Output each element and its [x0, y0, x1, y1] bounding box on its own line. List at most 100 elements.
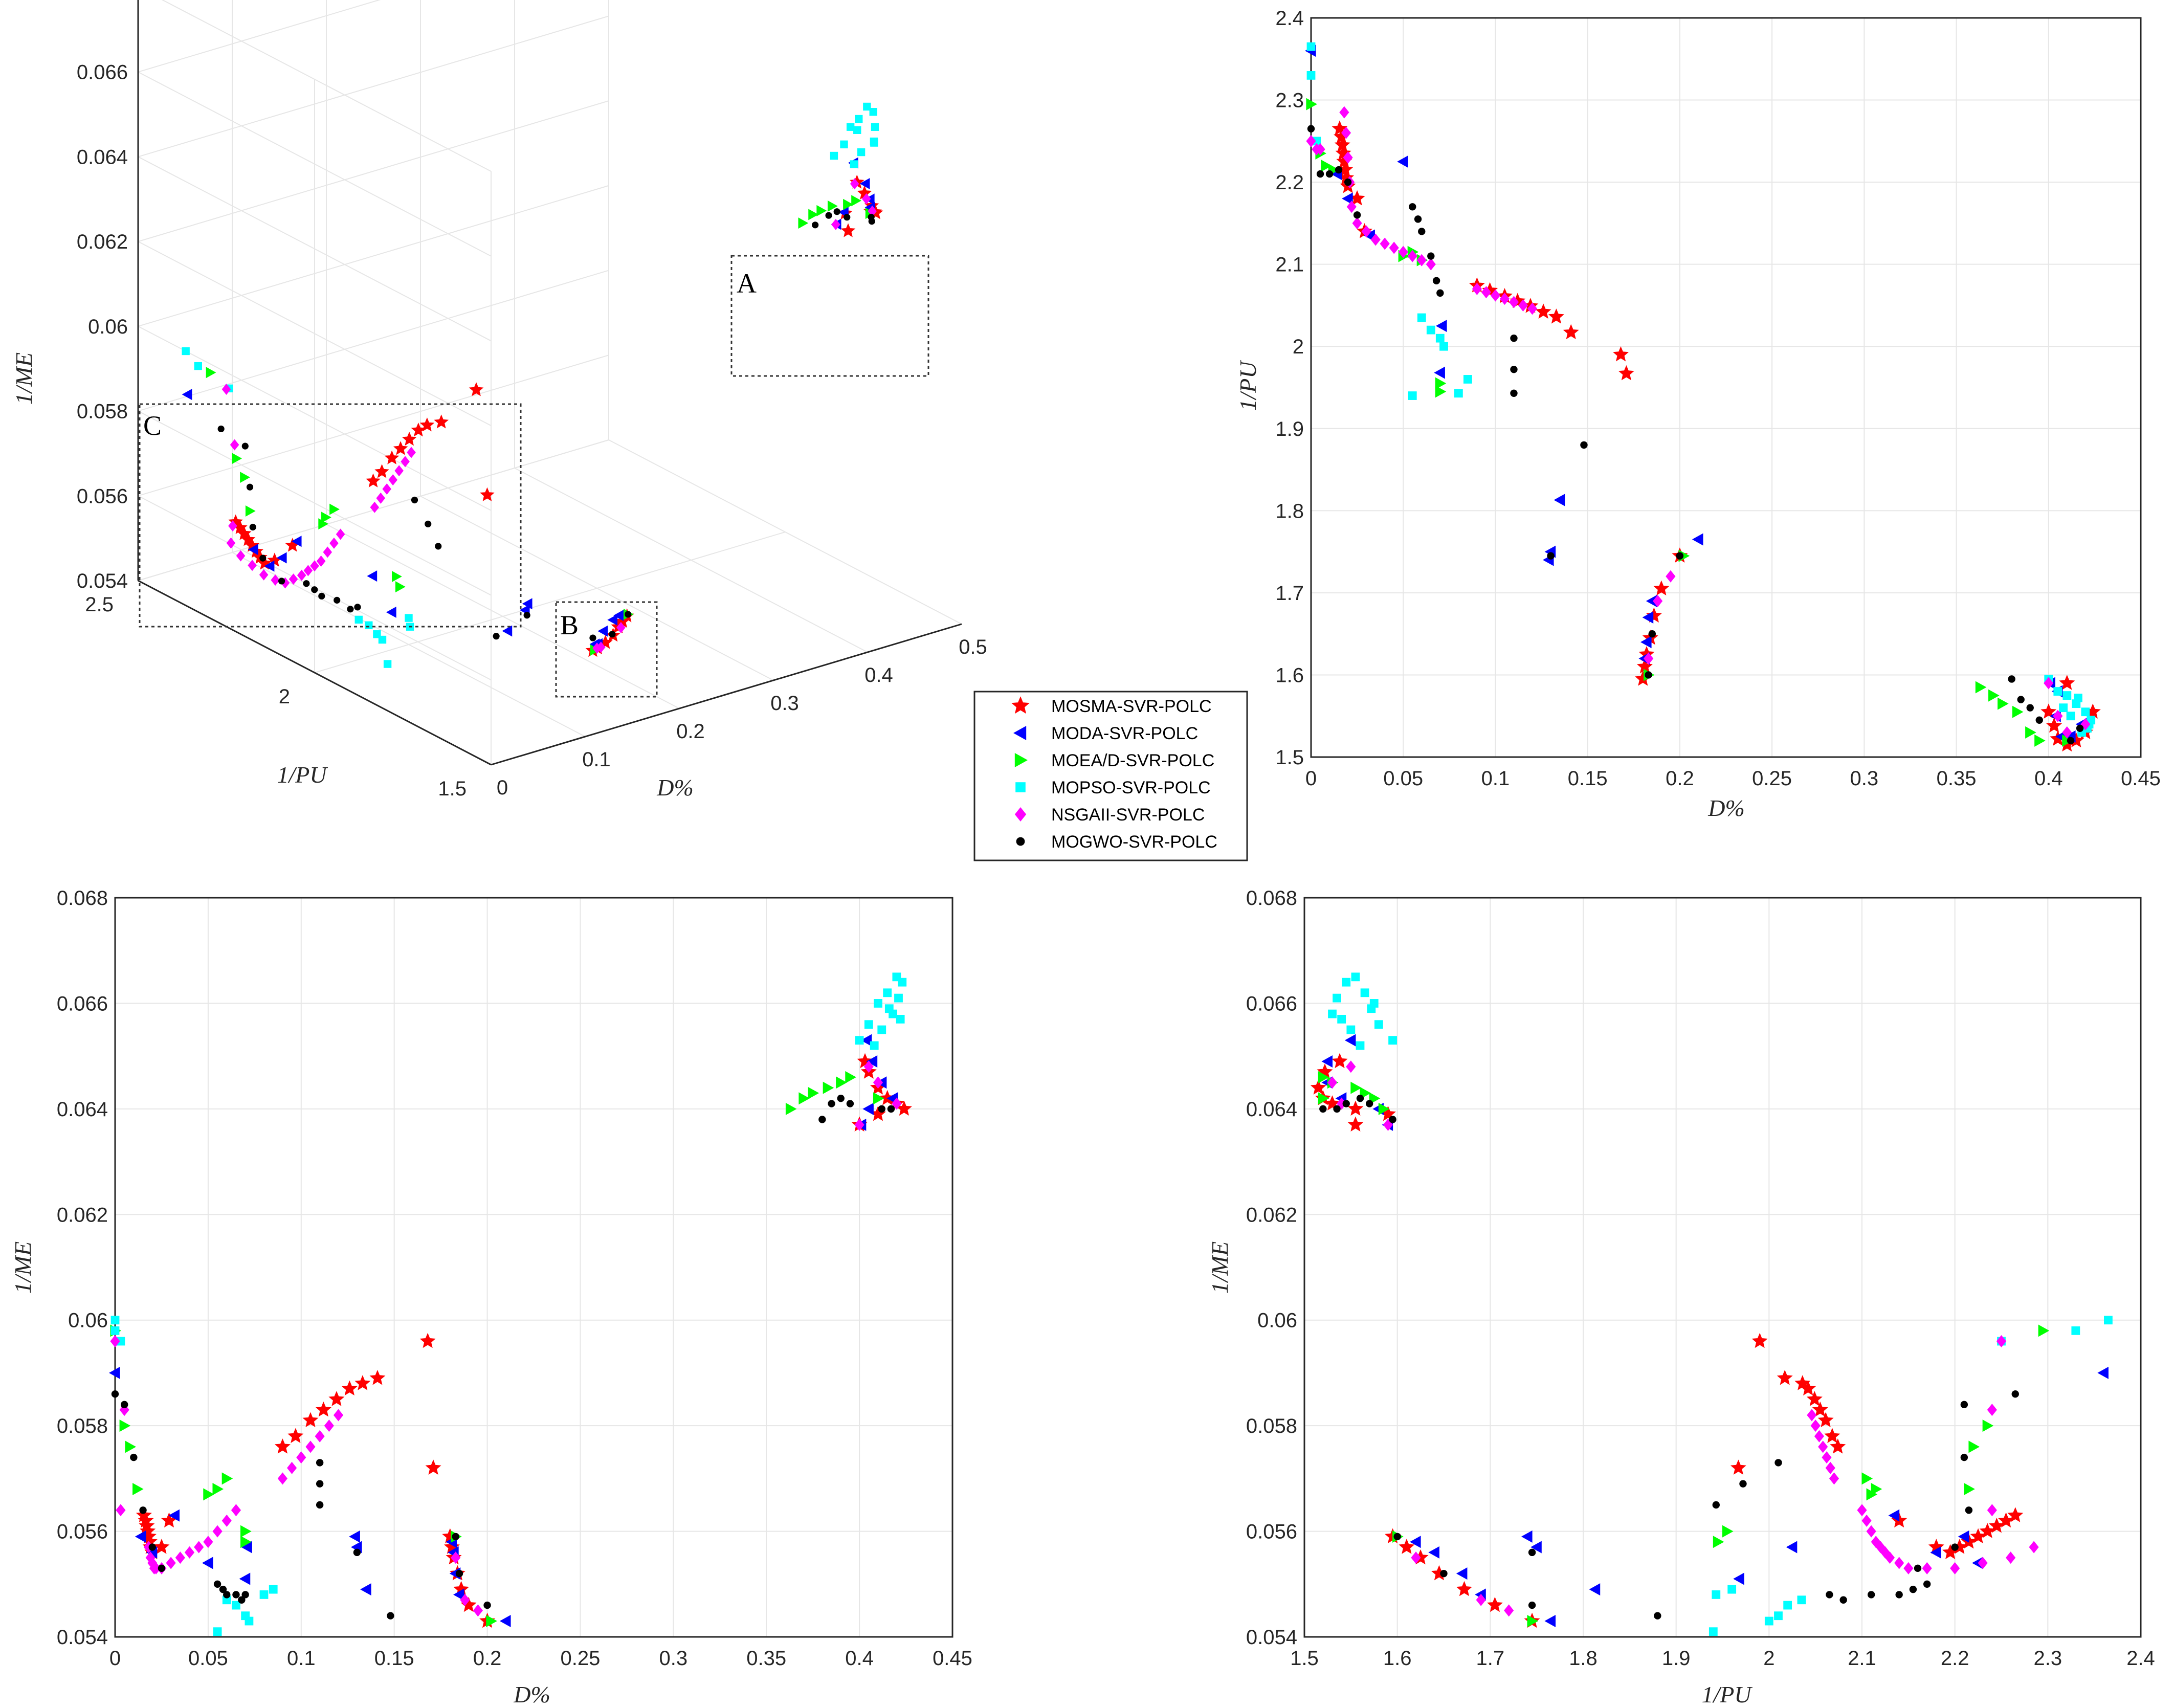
p3d-point-mopso	[870, 139, 878, 147]
pbl-point-moead	[119, 1419, 131, 1432]
pbr-point-mogwo	[1914, 1564, 1922, 1572]
ptr-point-mogwo	[1510, 389, 1518, 397]
ptr-point-mogwo	[1436, 289, 1444, 297]
p3d-point-mogwo	[411, 496, 418, 504]
p3d-point-nsgaii	[616, 622, 626, 633]
p3d-point-mogwo	[425, 520, 432, 527]
ptr-point-mosma	[2040, 703, 2057, 719]
pbl-point-moead	[836, 1076, 847, 1089]
p3d-point-mopso	[840, 140, 848, 149]
pbl-point-nsgaii	[151, 1562, 161, 1574]
pbl-point-mopso	[883, 988, 892, 997]
p3d-point-moda	[607, 614, 618, 626]
ptr-point-nsgaii	[1389, 241, 1399, 254]
pbl-xtick-label: 0.35	[746, 1647, 786, 1670]
p3d-point-moead	[798, 217, 809, 229]
pbl-point-mosma	[328, 1391, 345, 1406]
pbr-point-moead	[1318, 1071, 1329, 1083]
p3d-wall-grid	[138, 15, 609, 158]
p3d-point-mopso	[383, 660, 392, 668]
ptr-point-mopso	[2074, 694, 2082, 702]
pbr-ytick-label: 0.054	[1246, 1626, 1297, 1649]
pbl-point-moda	[109, 1366, 120, 1379]
ptr-point-nsgaii	[1490, 289, 1501, 302]
p3d-ztick-label: 0.056	[77, 485, 128, 507]
pbr-point-mosma	[1970, 1528, 1986, 1544]
pbr-ytick-label: 0.06	[1257, 1310, 1297, 1332]
p3d-point-nsgaii	[382, 483, 392, 495]
panel-3d-zlabel: 1/ME	[11, 352, 37, 405]
ptr-point-nsgaii	[1343, 151, 1353, 164]
ptr-point-mosma	[1535, 303, 1551, 319]
pbl-point-nsgaii	[854, 1118, 864, 1131]
p3d-point-mogwo	[334, 596, 341, 604]
ptr-point-mopso	[1306, 42, 1316, 51]
legend-label-moda: MODA-SVR-POLC	[1051, 724, 1198, 743]
pbl-point-mosma	[369, 1369, 386, 1385]
p3d-point-mosma	[374, 464, 389, 478]
pbr-point-mogwo	[1712, 1501, 1720, 1509]
pbl-point-nsgaii	[333, 1409, 344, 1422]
p3d-ztick-label: 0.066	[77, 61, 128, 84]
pbl-point-mosma	[425, 1459, 441, 1475]
pbl-point-mopso	[110, 1316, 120, 1325]
p3d-xtick-label: 0.1	[582, 748, 611, 771]
p3d-point-nsgaii	[329, 537, 339, 549]
pbr-point-mogwo	[1365, 1100, 1373, 1107]
p3d-point-moead	[843, 198, 853, 210]
p3d-point-mopso	[194, 362, 202, 370]
pbl-point-moead	[132, 1483, 144, 1495]
pbr-point-moead	[1318, 1092, 1329, 1105]
ptr-xtick-label: 0.4	[2034, 767, 2063, 790]
panel-3d-ylabel: 1/PU	[277, 762, 328, 788]
ptr-ytick-label: 1.6	[1275, 664, 1304, 686]
ptr-point-nsgaii	[1312, 143, 1322, 156]
pbl-point-mopso	[222, 1595, 231, 1605]
ptr-point-mopso	[1417, 313, 1426, 322]
pbr-xtick-label: 2.4	[2126, 1647, 2155, 1670]
pbr-point-nsgaii	[1861, 1514, 1872, 1527]
ptr-point-mogwo	[1316, 170, 1324, 178]
ptr-point-nsgaii	[2053, 709, 2063, 722]
pbl-point-mogwo	[353, 1548, 361, 1557]
pbr-point-moda	[1930, 1546, 1941, 1559]
pbl-point-mogwo	[111, 1390, 119, 1398]
ptr-point-moda	[1646, 594, 1657, 607]
pbr-point-moda	[1321, 1055, 1333, 1068]
pbr-point-mogwo	[1774, 1459, 1782, 1467]
ptr-point-moead	[2025, 726, 2036, 739]
pbr-point-moda	[1888, 1509, 1900, 1522]
pbl-point-mogwo	[213, 1580, 221, 1588]
p3d-point-mogwo	[318, 592, 325, 600]
pbr-point-mopso	[1333, 993, 1341, 1003]
pbl-ytick-label: 0.06	[68, 1310, 108, 1332]
pbl-point-mosma	[315, 1401, 331, 1417]
p3d-point-mopso	[378, 635, 387, 644]
pbr-point-mosma	[1830, 1438, 1846, 1454]
p3d-point-moead	[808, 209, 819, 220]
pbl-point-mogwo	[887, 1105, 895, 1113]
p3d-point-nsgaii	[401, 456, 410, 468]
ptr-point-nsgaii	[1398, 246, 1408, 258]
pbr-point-mogwo	[1739, 1480, 1747, 1488]
p3d-point-nsgaii	[376, 492, 386, 504]
pbr-point-mosma	[1817, 1412, 1834, 1428]
pbl-point-mopso	[213, 1627, 222, 1636]
pbr-ytick-label: 0.058	[1246, 1415, 1297, 1437]
pbl-point-moead	[845, 1071, 856, 1083]
p3d-point-mogwo	[303, 580, 310, 587]
pbr-point-mogwo	[2011, 1390, 2019, 1398]
p3d-wall-grid	[138, 354, 609, 497]
p3d-point-moda	[264, 560, 275, 572]
p3d-point-mosma	[840, 223, 856, 237]
p3d-point-nsgaii	[394, 465, 404, 477]
pbr-point-nsgaii	[1866, 1525, 1876, 1538]
pbl-point-moda	[241, 1541, 252, 1554]
pbl-point-mogwo	[238, 1596, 246, 1604]
pbl-point-mopso	[116, 1337, 125, 1346]
pbl-point-mogwo	[818, 1116, 826, 1123]
p3d-point-moead	[392, 570, 402, 582]
ptr-point-moead	[1435, 377, 1447, 390]
pbr-point-nsgaii	[1894, 1557, 1904, 1569]
p3d-point-moda	[859, 178, 870, 190]
